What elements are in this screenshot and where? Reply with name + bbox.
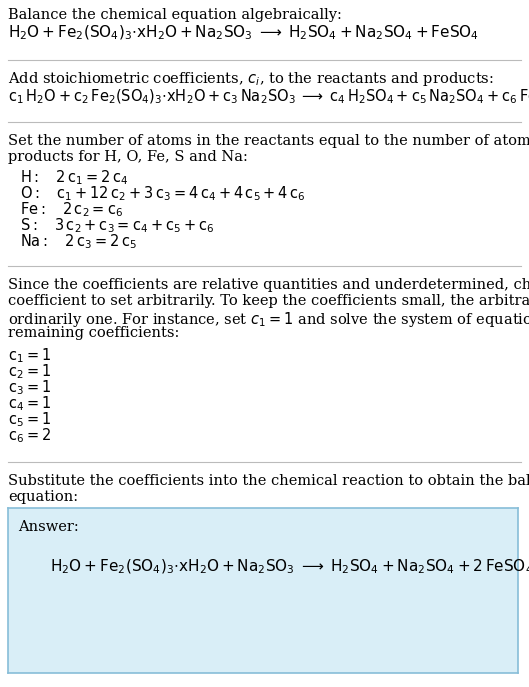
Text: Substitute the coefficients into the chemical reaction to obtain the balanced: Substitute the coefficients into the che… (8, 474, 529, 488)
Text: $\mathrm{c_2 = 1}$: $\mathrm{c_2 = 1}$ (8, 362, 51, 381)
Text: Add stoichiometric coefficients, $c_i$, to the reactants and products:: Add stoichiometric coefficients, $c_i$, … (8, 70, 494, 88)
Text: $\mathrm{c_4 = 1}$: $\mathrm{c_4 = 1}$ (8, 394, 51, 413)
Text: Set the number of atoms in the reactants equal to the number of atoms in the: Set the number of atoms in the reactants… (8, 134, 529, 148)
Text: ordinarily one. For instance, set $c_1 = 1$ and solve the system of equations fo: ordinarily one. For instance, set $c_1 =… (8, 310, 529, 329)
Text: $\mathrm{c_6 = 2}$: $\mathrm{c_6 = 2}$ (8, 426, 51, 444)
Text: $\mathrm{c_1\,H_2O + c_2\,Fe_2(SO_4)_3{\cdot}xH_2O + c_3\,Na_2SO_3 \;\longrighta: $\mathrm{c_1\,H_2O + c_2\,Fe_2(SO_4)_3{\… (8, 88, 529, 106)
Text: products for H, O, Fe, S and Na:: products for H, O, Fe, S and Na: (8, 150, 248, 164)
Text: $\mathrm{Fe: \quad 2\,c_2 = c_6}$: $\mathrm{Fe: \quad 2\,c_2 = c_6}$ (20, 200, 123, 218)
Text: remaining coefficients:: remaining coefficients: (8, 326, 179, 340)
Text: $\mathrm{c_1 = 1}$: $\mathrm{c_1 = 1}$ (8, 346, 51, 365)
Text: $\mathrm{S: \quad 3\,c_2 + c_3 = c_4 + c_5 + c_6}$: $\mathrm{S: \quad 3\,c_2 + c_3 = c_4 + c… (20, 216, 214, 235)
Text: $\mathrm{c_5 = 1}$: $\mathrm{c_5 = 1}$ (8, 410, 51, 429)
Text: Answer:: Answer: (18, 520, 79, 534)
Text: $\mathrm{Na: \quad 2\,c_3 = 2\,c_5}$: $\mathrm{Na: \quad 2\,c_3 = 2\,c_5}$ (20, 232, 137, 251)
Text: $\mathrm{O: \quad c_1 + 12\,c_2 + 3\,c_3 = 4\,c_4 + 4\,c_5 + 4\,c_6}$: $\mathrm{O: \quad c_1 + 12\,c_2 + 3\,c_3… (20, 184, 306, 203)
Text: equation:: equation: (8, 490, 78, 504)
Text: $\mathrm{H: \quad 2\,c_1 = 2\,c_4}$: $\mathrm{H: \quad 2\,c_1 = 2\,c_4}$ (20, 168, 129, 187)
Text: $\mathrm{c_3 = 1}$: $\mathrm{c_3 = 1}$ (8, 378, 51, 396)
Text: coefficient to set arbitrarily. To keep the coefficients small, the arbitrary va: coefficient to set arbitrarily. To keep … (8, 294, 529, 308)
Text: $\mathrm{H_2O + Fe_2(SO_4)_3{\cdot}xH_2O + Na_2SO_3 \;\longrightarrow\; H_2SO_4 : $\mathrm{H_2O + Fe_2(SO_4)_3{\cdot}xH_2O… (8, 24, 479, 43)
Text: $\mathrm{H_2O + Fe_2(SO_4)_3{\cdot}xH_2O + Na_2SO_3 \;\longrightarrow\; H_2SO_4 : $\mathrm{H_2O + Fe_2(SO_4)_3{\cdot}xH_2O… (50, 558, 529, 576)
Text: Since the coefficients are relative quantities and underdetermined, choose a: Since the coefficients are relative quan… (8, 278, 529, 292)
Text: Balance the chemical equation algebraically:: Balance the chemical equation algebraica… (8, 8, 342, 22)
